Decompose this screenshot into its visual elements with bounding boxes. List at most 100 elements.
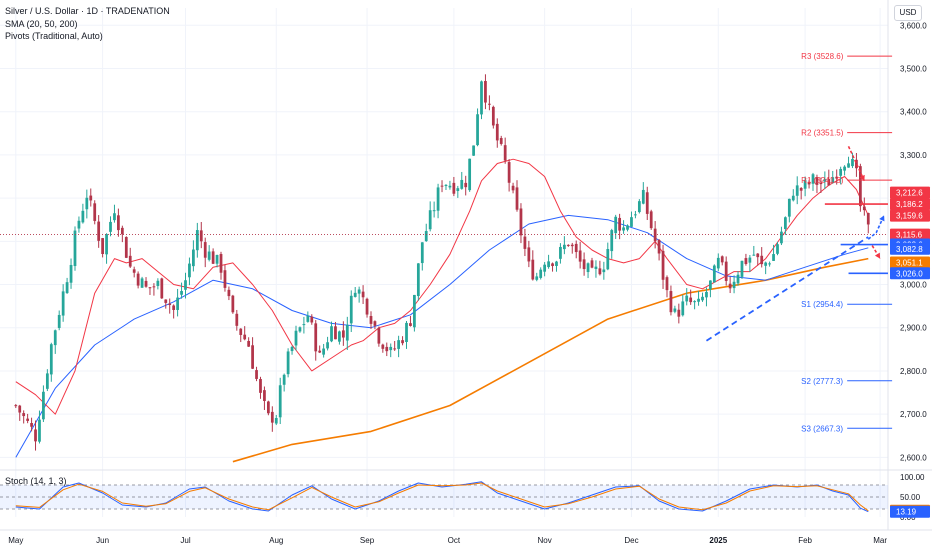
candle-body [49,344,53,375]
candle-body [22,413,26,417]
candle-body [334,326,337,340]
candle-body [42,391,45,420]
candle-body [318,350,322,353]
candle-body [89,195,93,201]
pivot-label: S3 (2667.3) [801,424,843,433]
candle-body [152,286,156,288]
candle-body [278,385,282,418]
candle-body [736,274,740,284]
candle-body [219,254,223,273]
price-tag-bg [890,242,930,255]
stoch-tick-label: 100.00 [900,473,925,482]
candle-body [720,256,724,263]
x-tick-label: Oct [448,536,461,545]
candle-body [602,269,606,273]
candle-body [511,185,515,191]
candle-body [38,419,41,442]
candle-body [555,261,558,266]
candle-body [527,247,531,262]
candle-body [582,259,586,270]
candle-body [65,282,69,294]
sma20-path [15,158,869,415]
candle-body [472,145,475,156]
currency-button[interactable]: USD [894,5,922,21]
candle-body [448,185,452,188]
sma50-line [15,214,869,458]
candle-body [263,390,266,401]
candle-body [45,373,49,389]
candle-body [701,296,704,301]
symbol-title[interactable]: Silver / U.S. Dollar · 1D · TRADENATION [5,6,170,16]
candle-body [491,106,495,126]
candle-body [105,234,108,255]
candle-body [239,328,243,335]
candle-body [578,250,582,262]
candle-body [484,81,487,103]
candle-body [803,180,807,189]
candle-body [748,257,752,263]
candle-body [251,345,254,369]
candle-body [361,291,365,298]
candle-body [669,291,673,313]
candle-body [207,251,211,260]
candle-body [409,323,412,326]
candle-body [689,297,693,303]
candle-body [649,211,653,229]
candle-body [274,418,278,424]
candle-body [85,197,89,210]
x-tick-label: Aug [269,536,283,545]
pivot-label: S1 (2954.4) [801,300,843,309]
candle-body [266,401,270,414]
candle-body [606,249,610,270]
candle-body [124,237,128,258]
candle-body [227,289,231,297]
candle-body [302,324,306,326]
x-tick-label: Jul [180,536,190,545]
stoch-legend[interactable]: Stoch (14, 1, 3) [5,476,67,486]
price-tag: 3,051.1 [896,258,923,267]
candle-body [855,159,858,169]
candle-body [215,254,219,264]
candle-body [128,255,132,267]
candle-body [480,81,483,115]
candle-body [156,280,160,286]
candle-body [436,187,440,211]
candle-body [523,236,527,249]
candle-body [330,326,333,342]
candle-body [835,176,839,179]
candle-body [732,281,736,289]
candle-body [724,261,728,281]
price-tag: 3,026.0 [896,269,923,278]
candle-body [791,195,795,201]
candle-body [117,215,120,231]
candle-body [428,210,432,230]
candle-body [440,185,444,187]
candle-body [456,188,460,192]
candle-body [677,309,681,317]
candle-body [341,330,345,338]
sma20-line [15,158,869,415]
price-tag-bg [890,198,930,211]
candle-body [81,210,85,223]
candle-body [740,260,744,277]
sma-legend[interactable]: SMA (20, 50, 200) [5,19,78,29]
pivots-legend[interactable]: Pivots (Traditional, Auto) [5,31,103,41]
stoch-value-tag-bg [890,505,930,518]
down-arrow-top-head [859,174,865,181]
sma50-path [15,214,869,458]
candle-body [819,182,823,185]
y-tick-label: 3,500.0 [900,64,927,73]
candle-body [310,316,314,323]
candle-body [326,342,329,349]
candle-body [634,214,637,216]
candle-body [26,418,30,421]
candle-body [393,348,397,350]
candle-body [290,346,294,352]
candle-body [476,114,479,146]
candle-body [464,182,468,188]
candle-body [298,327,302,332]
y-tick-label: 2,900.0 [900,324,927,333]
candle-body [164,299,168,303]
